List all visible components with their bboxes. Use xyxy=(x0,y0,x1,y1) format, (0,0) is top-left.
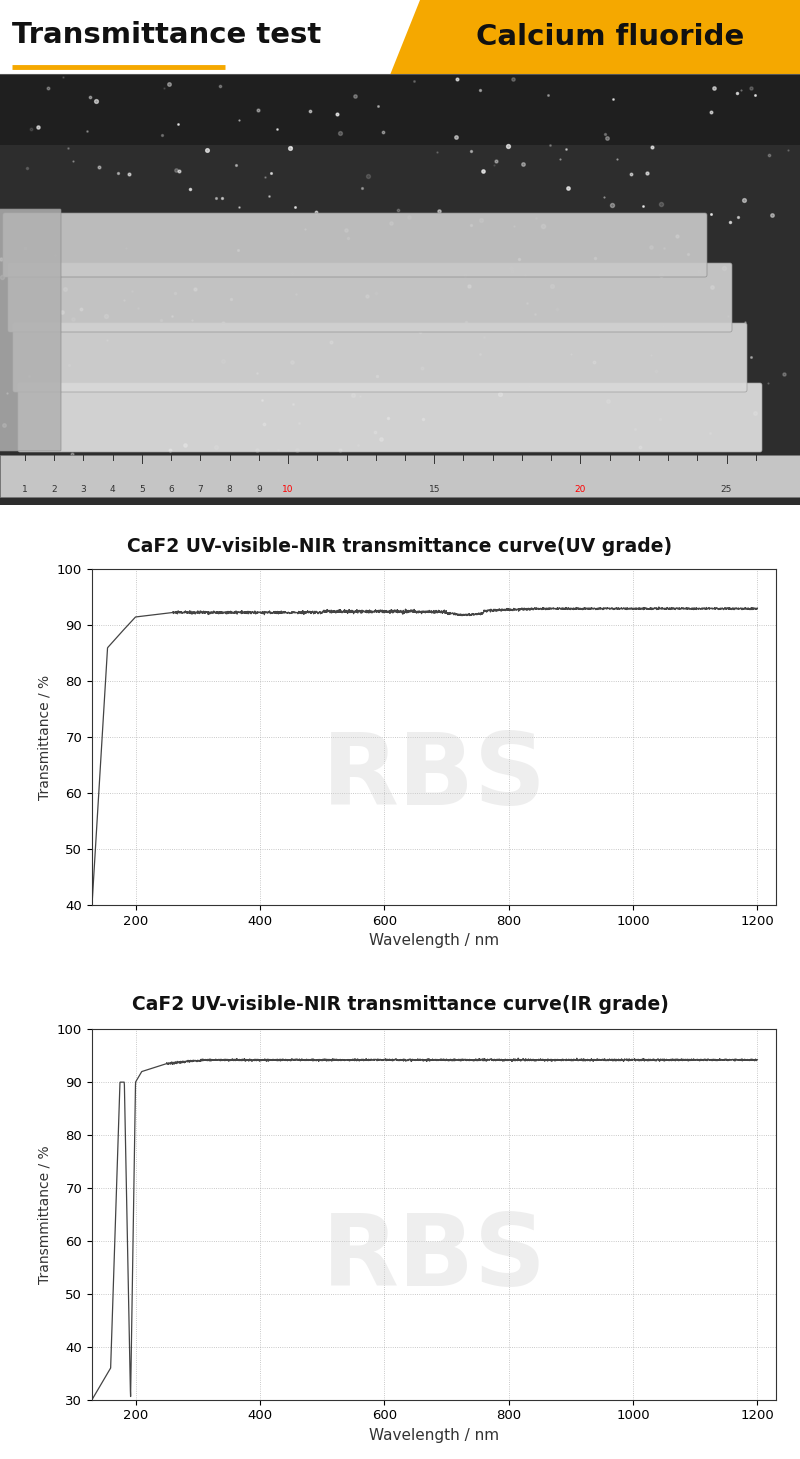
Text: 5: 5 xyxy=(139,484,145,495)
Text: 8: 8 xyxy=(226,484,233,495)
Polygon shape xyxy=(390,0,800,74)
Text: Transmittance test: Transmittance test xyxy=(12,20,322,50)
Text: 4: 4 xyxy=(110,484,115,495)
Text: 2: 2 xyxy=(51,484,57,495)
Y-axis label: Transmmittance / %: Transmmittance / % xyxy=(38,1145,51,1284)
Y-axis label: Transmittance / %: Transmittance / % xyxy=(38,674,51,800)
Text: RBS: RBS xyxy=(322,1211,546,1307)
Text: CaF2 UV-visible-NIR transmittance curve(UV grade): CaF2 UV-visible-NIR transmittance curve(… xyxy=(127,537,673,556)
Text: 25: 25 xyxy=(721,484,732,495)
Text: Calcium fluoride: Calcium fluoride xyxy=(476,23,744,51)
FancyBboxPatch shape xyxy=(0,209,61,451)
Text: 9: 9 xyxy=(256,484,262,495)
X-axis label: Wavelength / nm: Wavelength / nm xyxy=(369,1428,499,1443)
Text: CaF2 UV-visible-NIR transmittance curve(IR grade): CaF2 UV-visible-NIR transmittance curve(… xyxy=(131,995,669,1014)
Bar xyxy=(0,455,800,498)
Text: 6: 6 xyxy=(168,484,174,495)
Bar xyxy=(0,74,800,144)
Text: RBS: RBS xyxy=(322,730,546,826)
Text: 20: 20 xyxy=(574,484,586,495)
FancyBboxPatch shape xyxy=(8,263,732,333)
Text: 3: 3 xyxy=(81,484,86,495)
FancyBboxPatch shape xyxy=(3,213,707,277)
FancyBboxPatch shape xyxy=(13,322,747,392)
Text: 15: 15 xyxy=(429,484,440,495)
Text: 7: 7 xyxy=(198,484,203,495)
Text: 1: 1 xyxy=(22,484,28,495)
FancyBboxPatch shape xyxy=(18,384,762,452)
X-axis label: Wavelength / nm: Wavelength / nm xyxy=(369,934,499,948)
Text: 10: 10 xyxy=(282,484,294,495)
